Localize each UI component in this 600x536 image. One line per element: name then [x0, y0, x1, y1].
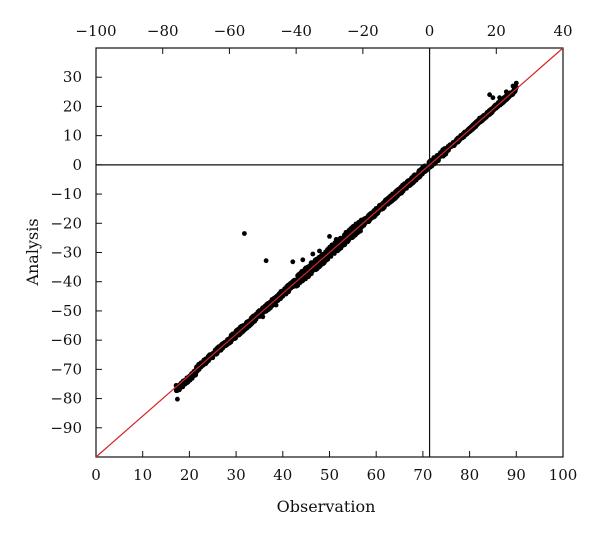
y-tick-label: −90	[50, 419, 82, 437]
x-top-tick-label: −40	[280, 22, 312, 40]
y-tick-label: −40	[50, 273, 82, 291]
x-bottom-tick-label: 40	[273, 466, 292, 484]
x-top-tick-label: −100	[75, 22, 116, 40]
data-point	[327, 234, 332, 239]
x-top-tick-label: 40	[553, 22, 572, 40]
x-axis-title: Observation	[277, 497, 376, 516]
data-point	[512, 89, 517, 95]
data-point	[260, 314, 266, 320]
x-bottom-tick-label: 30	[227, 466, 246, 484]
data-point	[175, 396, 180, 402]
data-point	[490, 95, 496, 101]
y-tick-label: −50	[50, 302, 82, 320]
ticks-layer: 0 10 20 30 40 50 60 70 80 90 100−100 −80 −60 −40 −20 0 2…	[50, 22, 577, 484]
x-bottom-tick-label: 10	[133, 466, 152, 484]
data-point	[342, 232, 347, 238]
reference-lines	[95, 47, 564, 458]
data-point	[263, 258, 269, 264]
fit-line	[95, 47, 564, 458]
data-point	[180, 384, 186, 390]
x-top-tick-label: −20	[347, 22, 379, 40]
data-point	[510, 83, 516, 89]
y-tick-label: 30	[63, 68, 82, 86]
x-bottom-tick-label: 90	[507, 466, 526, 484]
y-tick-label: −70	[50, 360, 82, 378]
data-point	[317, 248, 322, 254]
x-top-tick-label: 20	[487, 22, 506, 40]
y-tick-label: −20	[50, 214, 82, 232]
y-tick-label: 0	[72, 156, 82, 174]
data-point	[173, 383, 179, 388]
data-point	[497, 95, 502, 101]
y-tick-label: −60	[50, 331, 82, 349]
data-point	[242, 231, 247, 236]
data-point	[273, 302, 279, 308]
data-point	[300, 257, 306, 263]
y-tick-label: 10	[63, 127, 82, 145]
x-top-tick-label: −80	[147, 22, 179, 40]
y-tick-label: −30	[50, 244, 82, 262]
data-point	[513, 80, 519, 86]
data-point	[493, 102, 499, 108]
data-point	[310, 251, 316, 257]
x-bottom-tick-label: 0	[91, 466, 101, 484]
data-point	[507, 93, 512, 99]
y-tick-label: −80	[50, 390, 82, 408]
data-point	[308, 260, 314, 266]
x-top-tick-label: 0	[425, 22, 435, 40]
data-point	[293, 280, 299, 286]
y-tick-label: −10	[50, 185, 82, 203]
data-point	[177, 387, 182, 393]
x-top-tick-label: −60	[214, 22, 246, 40]
data-layer	[173, 80, 519, 402]
x-bottom-tick-label: 20	[180, 466, 199, 484]
data-point	[358, 228, 363, 234]
x-bottom-tick-label: 70	[413, 466, 432, 484]
data-point	[333, 237, 339, 242]
y-axis-title: Analysis	[23, 218, 42, 286]
x-bottom-tick-label: 50	[320, 466, 339, 484]
x-bottom-tick-label: 80	[460, 466, 479, 484]
x-bottom-tick-label: 60	[367, 466, 386, 484]
data-point	[487, 92, 492, 98]
x-bottom-tick-label: 100	[549, 466, 578, 484]
data-point	[503, 89, 509, 95]
data-point	[290, 259, 296, 265]
y-tick-label: 20	[63, 97, 82, 115]
